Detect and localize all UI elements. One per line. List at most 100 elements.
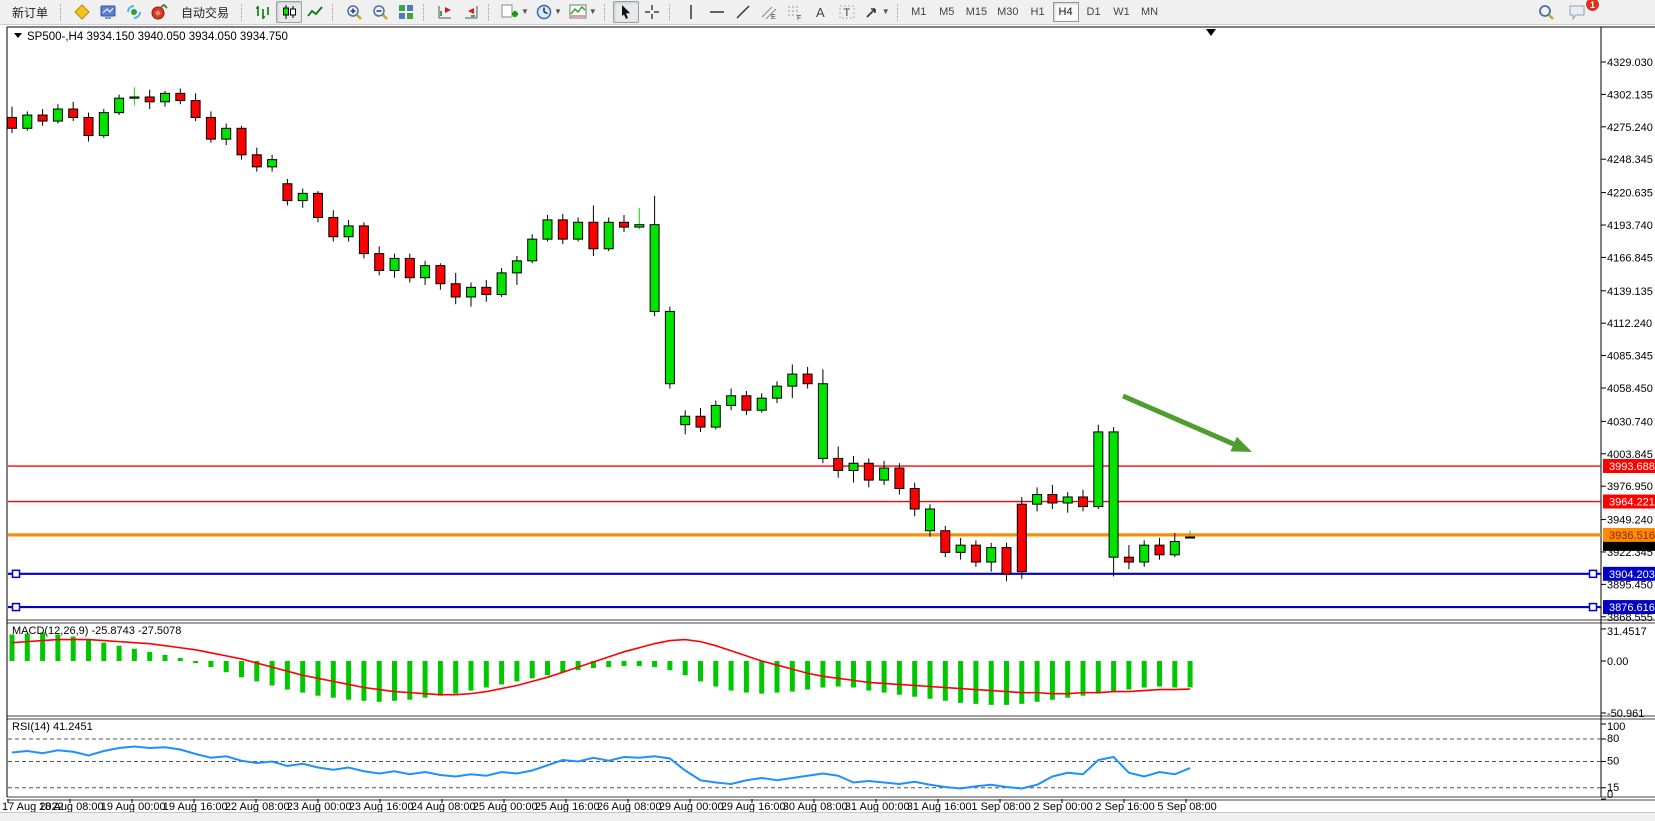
candlestick-chart-icon[interactable] xyxy=(276,1,303,23)
candle xyxy=(557,219,568,240)
trendline-icon[interactable] xyxy=(730,1,756,23)
candle xyxy=(1016,503,1027,573)
price-axis-label: 3922.345 xyxy=(1607,547,1653,559)
gold-icon[interactable] xyxy=(69,1,95,23)
candle xyxy=(129,96,140,99)
candle xyxy=(726,395,737,406)
time-axis-label: 29 Aug 00:00 xyxy=(659,801,724,813)
candle xyxy=(328,216,339,238)
fibonacci-icon[interactable]: F xyxy=(782,1,808,23)
chevron-down-icon: ▼ xyxy=(588,7,597,16)
candle xyxy=(1185,536,1196,539)
chart-title: SP500-,H4 3934.150 3940.050 3934.050 393… xyxy=(27,31,288,43)
timeframe-button-h4[interactable]: H4 xyxy=(1052,2,1079,22)
candle xyxy=(970,544,981,563)
time-axis-label: 25 Aug 00:00 xyxy=(473,801,538,813)
toolbar-grip xyxy=(488,3,493,21)
candle xyxy=(496,272,507,296)
timeframe-button-h1[interactable]: H1 xyxy=(1025,2,1051,22)
timeframe-button-m15[interactable]: M15 xyxy=(962,2,991,22)
autotrading-label[interactable]: 自动交易 xyxy=(181,5,230,20)
candle xyxy=(511,260,522,274)
time-axis-label: 29 Aug 16:00 xyxy=(721,801,786,813)
line-handle-left[interactable] xyxy=(11,602,21,612)
candle xyxy=(1139,544,1150,563)
line-handle-right[interactable] xyxy=(1588,569,1598,579)
add-object-icon[interactable]: ▼ xyxy=(497,1,532,23)
bar-chart-icon[interactable] xyxy=(250,1,276,23)
chat-icon[interactable] xyxy=(1565,1,1591,23)
candle xyxy=(251,154,262,168)
auto-scroll-icon[interactable] xyxy=(458,1,484,23)
new-order-button[interactable]: 新订单 xyxy=(4,1,56,23)
price-axis-label: 4302.135 xyxy=(1607,89,1653,101)
timeframe-button-d1[interactable]: D1 xyxy=(1081,2,1107,22)
cursor-icon[interactable] xyxy=(612,1,639,23)
notification-badge[interactable]: 1 xyxy=(1585,0,1600,12)
time-axis-label: 2 Sep 00:00 xyxy=(1033,801,1092,813)
candle xyxy=(848,462,859,471)
timeframe-button-m30[interactable]: M30 xyxy=(993,2,1022,22)
chart-dropdown-triangle[interactable] xyxy=(14,33,22,38)
text-icon[interactable]: A xyxy=(808,1,834,23)
signals-icon[interactable] xyxy=(121,1,147,23)
chevron-down-icon: ▼ xyxy=(553,7,562,16)
crosshair-icon[interactable] xyxy=(639,1,665,23)
price-axis-label: 4275.240 xyxy=(1607,122,1653,134)
price-badge xyxy=(1603,459,1655,474)
candle xyxy=(817,383,828,459)
candle xyxy=(955,544,966,553)
candle xyxy=(313,192,323,218)
candle xyxy=(925,508,935,532)
price-badge xyxy=(1603,494,1655,509)
timeframe-button-m1[interactable]: M1 xyxy=(906,2,932,22)
search-icon[interactable] xyxy=(1533,1,1559,23)
line-handle-right[interactable] xyxy=(1588,602,1598,612)
arrows-icon[interactable]: ▼ xyxy=(860,1,893,23)
trend-arrow-head[interactable] xyxy=(1230,436,1252,452)
candle xyxy=(282,183,293,202)
zoom-in-icon[interactable] xyxy=(341,1,367,23)
price-badge-label: 3936.516 xyxy=(1609,530,1655,542)
zoom-out-icon[interactable] xyxy=(367,1,393,23)
candle xyxy=(940,530,951,553)
candle xyxy=(527,238,538,262)
candle xyxy=(802,373,813,385)
candle xyxy=(1078,496,1088,508)
time-axis-label: 1 Sep 08:00 xyxy=(971,801,1030,813)
timeframe-button-m5[interactable]: M5 xyxy=(934,2,960,22)
candle xyxy=(52,108,63,122)
trend-arrow[interactable] xyxy=(1122,393,1235,447)
time-axis-label: 26 Aug 08:00 xyxy=(597,801,662,813)
period-icon[interactable]: ▼ xyxy=(532,1,565,23)
toolbar-grip xyxy=(332,3,337,21)
shift-chart-icon[interactable] xyxy=(432,1,458,23)
rsi-indicator-label: RSI(14) 41.2451 xyxy=(12,721,93,733)
candle xyxy=(1032,494,1043,505)
line-chart-icon[interactable] xyxy=(302,1,328,23)
chevron-down-icon: ▼ xyxy=(521,7,529,16)
candle xyxy=(1154,544,1165,556)
label-icon[interactable]: T xyxy=(834,1,860,23)
candle xyxy=(144,96,155,103)
horizontal-line-icon[interactable] xyxy=(704,1,730,23)
timeframe-button-w1[interactable]: W1 xyxy=(1109,2,1135,22)
chart-canvas: 3993.688 3964.221 3936.516 3904.203 3876.616… xyxy=(0,25,1655,821)
price-axis-label: 4003.845 xyxy=(1607,449,1653,461)
timeframe-button-mn[interactable]: MN xyxy=(1137,2,1163,22)
channel-icon[interactable]: E xyxy=(756,1,782,23)
terminal-icon[interactable] xyxy=(95,1,121,23)
indicator-window-icon[interactable]: ▼ xyxy=(565,1,600,23)
time-axis-label: 23 Aug 00:00 xyxy=(287,801,352,813)
candle xyxy=(879,467,890,481)
price-axis-label: 4166.845 xyxy=(1607,252,1653,264)
rsi-line xyxy=(11,745,1191,790)
vertical-line-icon[interactable] xyxy=(678,1,704,23)
line-handle-left[interactable] xyxy=(11,569,21,579)
macd-axis-label: -50.961 xyxy=(1607,708,1644,720)
autotrading-icon[interactable] xyxy=(147,1,173,23)
candle xyxy=(787,373,798,387)
price-axis-label: 4248.345 xyxy=(1607,154,1653,166)
chart-shift-marker[interactable] xyxy=(1206,29,1216,36)
tile-windows-icon[interactable] xyxy=(393,1,419,23)
